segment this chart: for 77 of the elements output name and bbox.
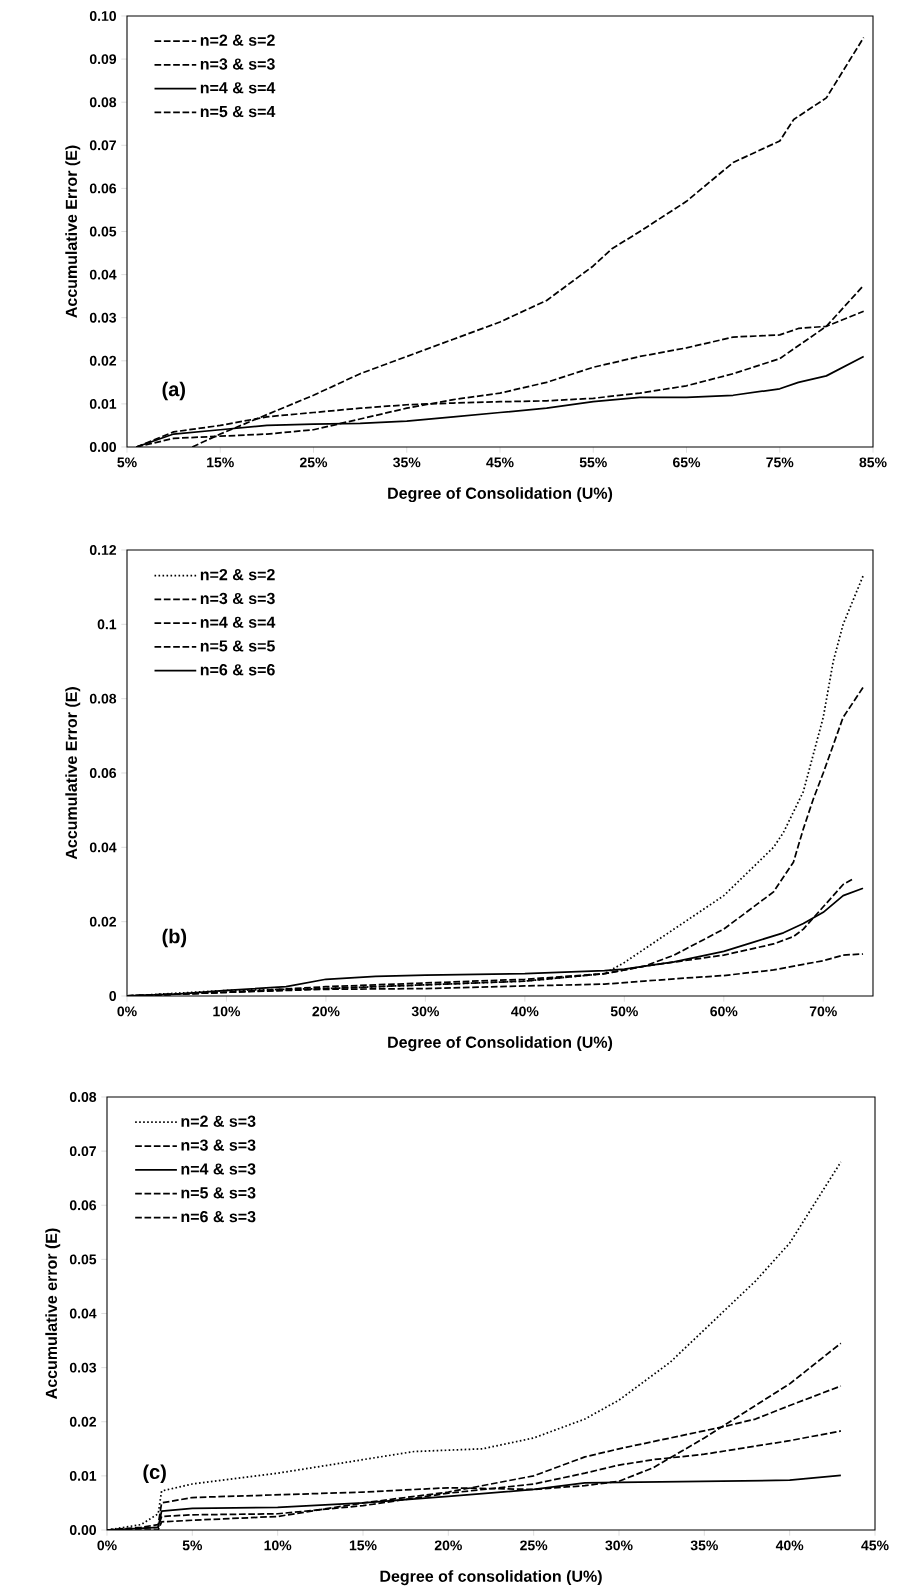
- legend-label: n=5 & s=5: [200, 640, 275, 652]
- annotation: (b): [162, 928, 187, 948]
- legend-label: n=3 & s=3: [200, 592, 275, 605]
- x-tick-label: 30%: [605, 1540, 633, 1551]
- y-tick-label: 0.08: [69, 1092, 97, 1102]
- x-tick-label: 20%: [434, 1540, 462, 1551]
- x-tick-label: 10%: [264, 1540, 292, 1551]
- x-tick-label: 15%: [207, 457, 234, 468]
- legend-label: n=2 & s=2: [200, 568, 275, 581]
- y-tick-label: 0.02: [89, 355, 117, 366]
- y-tick-label: 0.07: [89, 140, 116, 151]
- x-tick-label: 0%: [117, 1006, 137, 1017]
- x-tick-label: 40%: [511, 1006, 539, 1017]
- x-tick-label: 30%: [411, 1006, 440, 1017]
- x-tick-label: 70%: [809, 1006, 837, 1017]
- x-tick-label: 60%: [710, 1006, 738, 1017]
- x-tick-label: 20%: [312, 1006, 340, 1017]
- x-tick-label: 45%: [861, 1540, 889, 1551]
- y-tick-label: 0.07: [69, 1146, 96, 1157]
- y-tick-label: 0: [109, 991, 117, 1001]
- x-tick-label: 25%: [520, 1540, 548, 1551]
- x-tick-label: 25%: [299, 457, 328, 468]
- legend-label: n=6 & s=3: [181, 1210, 256, 1223]
- y-axis-title: Accumulative Error (E): [65, 145, 81, 318]
- x-tick-label: 15%: [349, 1540, 377, 1551]
- legend-label: n=3 & s=3: [200, 58, 275, 70]
- x-tick-label: 5%: [117, 457, 137, 468]
- legend-label: n=5 & s=4: [200, 105, 276, 118]
- x-tick-label: 10%: [213, 1006, 241, 1017]
- x-tick-label: 85%: [859, 457, 887, 468]
- annotation: (a): [162, 381, 185, 401]
- x-tick-label: 75%: [766, 457, 794, 468]
- x-tick-label: 45%: [486, 457, 514, 468]
- x-tick-label: 55%: [579, 457, 607, 468]
- y-tick-label: 0.09: [89, 54, 117, 65]
- x-axis-title: Degree of consolidation (U%): [380, 1570, 602, 1586]
- x-tick-label: 35%: [690, 1540, 718, 1551]
- y-tick-label: 0.03: [89, 312, 117, 323]
- x-tick-label: 50%: [610, 1006, 638, 1017]
- legend-label: n=6 & s=6: [200, 664, 275, 676]
- y-axis-title: Accumulative error (E): [45, 1228, 61, 1399]
- legend-label: n=4 & s=4: [200, 82, 276, 94]
- y-tick-label: 0.06: [69, 1200, 97, 1211]
- y-tick-label: 0.02: [69, 1416, 97, 1427]
- annotation: (c): [143, 1464, 166, 1484]
- x-tick-label: 65%: [672, 457, 701, 468]
- y-tick-label: 0.08: [89, 97, 117, 108]
- y-tick-label: 0.1: [97, 619, 117, 630]
- y-tick-label: 0.04: [69, 1308, 97, 1319]
- y-tick-label: 0.12: [89, 545, 117, 555]
- legend-label: n=5 & s=3: [181, 1187, 256, 1199]
- x-axis-title: Degree of Consolidation (U%): [388, 1036, 613, 1052]
- y-tick-label: 0.05: [69, 1254, 97, 1265]
- y-tick-label: 0.06: [89, 183, 117, 194]
- legend-label: n=4 & s=3: [181, 1163, 256, 1175]
- y-tick-label: 0.10: [89, 11, 117, 21]
- y-tick-label: 0.01: [89, 398, 117, 409]
- legend-label: n=2 & s=2: [200, 34, 275, 46]
- y-tick-label: 0.00: [89, 442, 117, 452]
- y-tick-label: 0.03: [69, 1362, 97, 1373]
- legend-label: n=4 & s=4: [200, 616, 276, 628]
- y-tick-label: 0.01: [69, 1470, 97, 1481]
- y-tick-label: 0.00: [69, 1525, 97, 1535]
- y-tick-label: 0.04: [89, 842, 117, 853]
- y-tick-label: 0.06: [89, 768, 117, 778]
- y-axis-title: Accumulative Error (E): [65, 687, 81, 860]
- x-tick-label: 0%: [97, 1540, 117, 1551]
- y-tick-label: 0.05: [89, 226, 117, 237]
- x-axis-title: Degree of Consolidation (U%): [388, 487, 613, 503]
- x-tick-label: 35%: [393, 457, 421, 468]
- x-tick-label: 5%: [182, 1540, 203, 1551]
- y-tick-label: 0.02: [89, 916, 117, 927]
- legend-label: n=3 & s=3: [181, 1139, 256, 1151]
- y-tick-label: 0.08: [89, 693, 117, 704]
- y-tick-label: 0.04: [89, 269, 117, 280]
- legend-label: n=2 & s=3: [181, 1115, 256, 1127]
- x-tick-label: 40%: [775, 1540, 804, 1551]
